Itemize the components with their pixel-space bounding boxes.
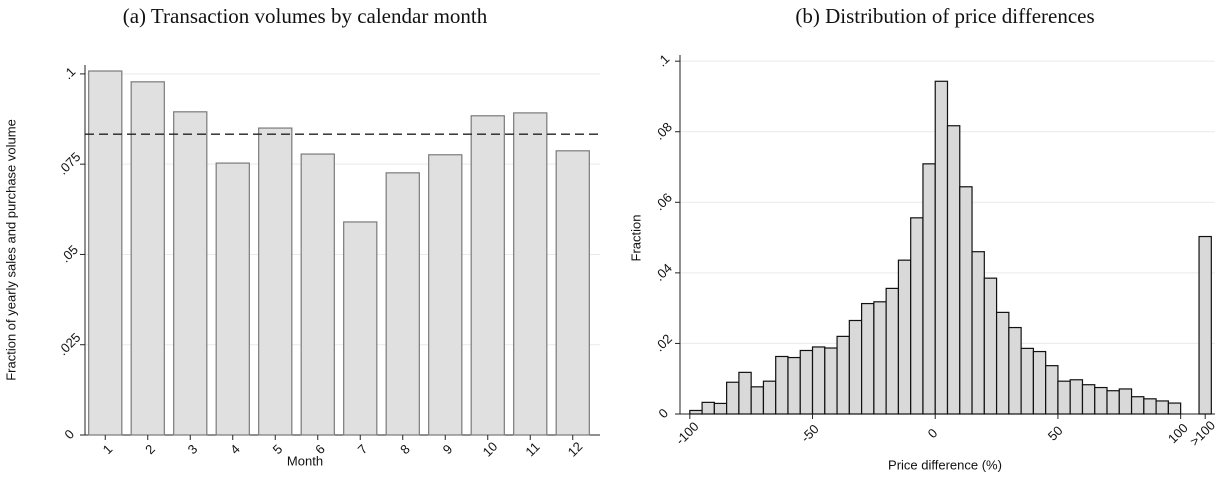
histogram-bar [1081,384,1096,415]
histogram-bar [922,163,936,415]
x-tick-label: 2 [142,441,158,457]
histogram-bar [775,355,789,415]
histogram-bar [701,401,715,415]
chart-title: (a) Transaction volumes by calendar mont… [123,4,488,28]
x-tick-label: 4 [227,441,243,457]
x-tick-label: -100 [673,419,702,448]
x-tick-label: 9 [440,441,456,457]
histogram-bar [689,409,703,415]
y-axis-label: Fraction [628,215,643,262]
histogram-bar [1032,350,1047,415]
bar [343,221,378,436]
histogram-bar [1155,400,1169,415]
y-tick-label: .04 [652,260,675,283]
histogram-bar [726,381,740,415]
histogram-bar [946,125,961,415]
histogram-bar [1008,326,1022,415]
x-axis-label: Price difference (%) [888,457,1002,472]
histogram-bar [1198,235,1212,415]
x-tick-label: 7 [355,441,371,457]
bar [173,111,208,436]
histogram-bar [750,386,765,415]
x-tick-label: 5 [270,441,286,457]
x-tick-label: 3 [185,441,201,457]
histogram-bar [934,80,949,415]
x-tick-label: 1 [100,441,116,457]
histogram-bar [811,346,826,415]
y-tick-label: .025 [55,330,84,359]
y-tick-label: 0 [655,405,671,421]
x-tick-label: 8 [397,441,413,457]
histogram-bar [1069,379,1084,415]
histogram-bar [983,277,998,415]
histogram-bar [1130,396,1145,415]
histogram-bar [713,402,728,415]
histogram-bar [762,380,777,415]
x-axis-label: Month [287,453,323,468]
bar [215,162,250,436]
histogram-bar [897,259,912,415]
bar [130,81,165,436]
y-tick-label: 0 [61,426,77,442]
histogram-bar [971,251,985,415]
histogram-bar [824,347,838,415]
histogram-bar [1118,388,1133,415]
x-tick-label: -50 [798,421,822,445]
histogram-bar [885,287,900,415]
x-tick-label: 0 [925,425,941,441]
histogram-bar [1094,386,1108,415]
histogram-bar [787,356,801,415]
bar [385,172,420,436]
x-tick-label: 10 [480,439,501,460]
y-tick-label: .05 [58,242,81,265]
y-axis-label: Fraction of yearly sales and purchase vo… [3,119,18,381]
histogram-bar [836,335,850,415]
histogram-bar [861,302,875,415]
y-tick-label: .075 [55,149,84,178]
histogram-bar [1020,347,1034,415]
y-tick-label: .1 [654,51,672,69]
histogram-bar [1045,365,1059,415]
x-tick-label: 50 [1045,423,1066,444]
histogram-bar [873,301,887,415]
bar [300,153,335,436]
x-tick-label: >100 [1187,418,1218,449]
chart-title: (b) Distribution of price differences [795,4,1094,28]
bar [258,127,293,436]
histogram-bar [1143,398,1157,415]
y-tick-label: .08 [652,119,675,142]
bar [555,150,590,436]
y-tick-label: .02 [652,331,675,354]
bar [88,70,123,436]
y-tick-label: .1 [60,64,78,82]
bar [513,112,548,436]
x-tick-label: 100 [1165,420,1191,446]
histogram-bar [848,319,863,415]
histogram-bar [1057,380,1071,415]
x-tick-label: 12 [565,439,586,460]
bar [428,154,463,436]
histogram-bar [910,217,924,415]
y-tick-label: .06 [652,190,675,213]
histogram-bar [959,186,973,415]
histogram-bar [1167,402,1182,415]
histogram-bar [1106,390,1120,415]
x-tick-label: 11 [522,439,542,459]
bar [470,115,505,436]
histogram-bar [995,311,1010,415]
histogram-bar [799,349,814,415]
histogram-bar [738,371,752,415]
